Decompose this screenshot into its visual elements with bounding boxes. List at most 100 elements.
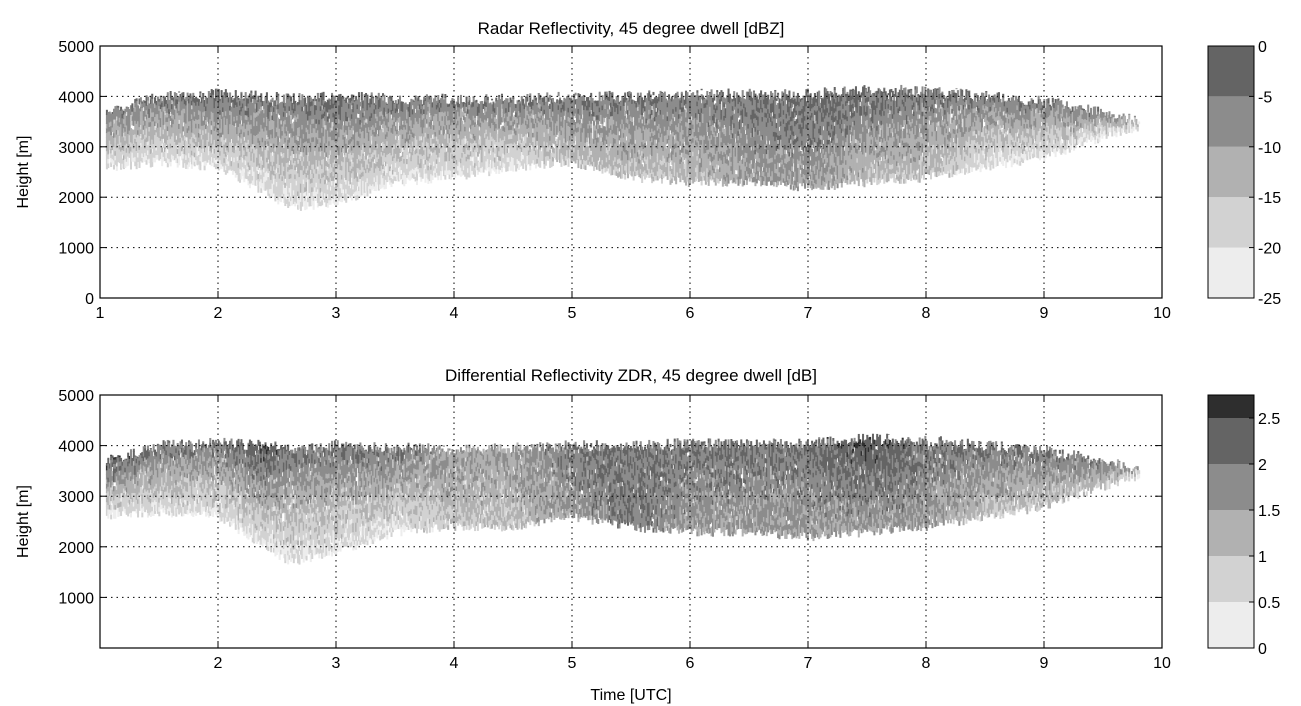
top-echo-cell <box>488 166 491 172</box>
top-echo-cell <box>315 100 318 106</box>
top-echo-cell <box>440 134 443 140</box>
top-echo-cell <box>263 117 266 123</box>
top-echo-cell <box>488 112 491 118</box>
top-echo-cell <box>265 92 268 95</box>
top-echo-cell <box>486 140 489 146</box>
top-echo-cell <box>454 154 457 160</box>
top-echo-cell <box>156 149 159 155</box>
top-echo-cell <box>236 160 239 166</box>
top-echo-cell <box>229 110 232 116</box>
top-echo-cell <box>205 142 208 148</box>
top-echo-cell <box>178 123 181 129</box>
top-echo-cell <box>391 101 394 107</box>
top-echo-cell <box>314 155 317 161</box>
top-echo-cell <box>301 119 304 125</box>
top-echo-cell <box>391 173 394 180</box>
top-echo-cell <box>305 118 308 124</box>
top-echo-cell <box>383 147 386 154</box>
top-echo-cell <box>499 164 502 171</box>
top-echo-cell <box>302 115 305 121</box>
top-echo-cell <box>315 195 318 201</box>
top-echo-cell <box>359 160 362 166</box>
top-echo-cell <box>182 139 185 146</box>
top-echo-cell <box>309 105 312 111</box>
top-echo-cell <box>441 124 444 130</box>
top-echo-cell <box>454 104 457 106</box>
top-echo-cell <box>173 154 176 161</box>
top-echo-cell <box>144 100 147 104</box>
top-echo-cell <box>151 157 154 163</box>
top-echo-cell <box>340 128 343 135</box>
top-echo-cell <box>329 136 332 142</box>
top-echo-cell <box>234 131 237 137</box>
top-echo-cell <box>278 141 281 147</box>
top-echo-cell <box>114 141 117 147</box>
top-echo-cell <box>390 172 393 179</box>
top-echo-cell <box>472 165 475 171</box>
top-echo-cell <box>233 116 236 122</box>
top-echo-cell <box>111 145 114 151</box>
top-echo-cell <box>462 115 465 121</box>
top-echo-cell <box>144 143 147 149</box>
top-echo-cell <box>311 99 314 102</box>
top-echo-cell <box>428 135 431 141</box>
top-echo-cell <box>428 117 431 123</box>
top-echo-cell <box>319 169 322 175</box>
top-echo-cell <box>288 169 291 175</box>
top-echo-cell <box>406 109 409 115</box>
top-echo-cell <box>360 190 363 196</box>
top-echo-cell <box>383 125 386 131</box>
top-echo-cell <box>231 142 234 148</box>
top-echo-cell <box>319 119 322 125</box>
top-echo-cell <box>287 139 290 145</box>
top-echo-cell <box>417 105 420 111</box>
top-echo-cell <box>321 154 324 160</box>
top-echo-cell <box>338 177 341 183</box>
top-echo-cell <box>370 117 373 123</box>
top-echo-cell <box>359 133 362 139</box>
top-echo-cell <box>390 181 393 188</box>
top-echo-cell <box>135 141 138 147</box>
top-echo-cell <box>179 110 182 116</box>
top-echo-cell <box>297 118 300 124</box>
top-echo-cell <box>107 126 110 132</box>
top-echo-cell <box>340 96 343 98</box>
top-echo-cell <box>367 103 370 105</box>
top-echo-cell <box>253 98 256 104</box>
top-echo-cell <box>431 129 434 135</box>
top-echo-cell <box>176 148 179 154</box>
top-echo-cell <box>421 110 424 116</box>
top-echo-cell <box>335 106 338 112</box>
top-echo-cell <box>257 105 260 112</box>
top-echo-cell <box>365 145 368 151</box>
top-echo-cell <box>155 149 158 156</box>
top-echo-cell <box>213 148 216 154</box>
top-echo-cell <box>128 109 131 113</box>
top-echo-cell <box>499 110 502 116</box>
top-echo-cell <box>479 101 482 105</box>
top-echo-cell <box>284 102 287 107</box>
top-echo-cell <box>272 143 276 149</box>
top-echo-cell <box>193 111 196 117</box>
top-echo-cell <box>159 122 162 128</box>
top-echo-cell <box>183 148 186 155</box>
top-echo-cell <box>306 192 309 198</box>
top-echo-cell <box>134 161 137 167</box>
top-echo-cell <box>340 165 343 171</box>
top-echo-cell <box>399 147 402 154</box>
top-echo-cell <box>424 141 427 147</box>
top-echo-cell <box>246 123 249 130</box>
top-echo-cell <box>258 171 261 178</box>
top-echo-cell <box>329 118 332 124</box>
top-echo-cell <box>297 145 300 151</box>
top-echo-cell <box>240 138 243 144</box>
top-echo-cell <box>437 107 440 113</box>
top-echo-cell <box>270 192 273 199</box>
top-echo-cell <box>464 144 467 150</box>
top-echo-cell <box>240 133 243 139</box>
top-echo-cell <box>288 105 291 111</box>
top-echo-cell <box>500 93 503 96</box>
top-echo-cell <box>321 95 324 101</box>
top-echo-cell <box>306 133 309 139</box>
top-echo-cell <box>304 118 307 124</box>
